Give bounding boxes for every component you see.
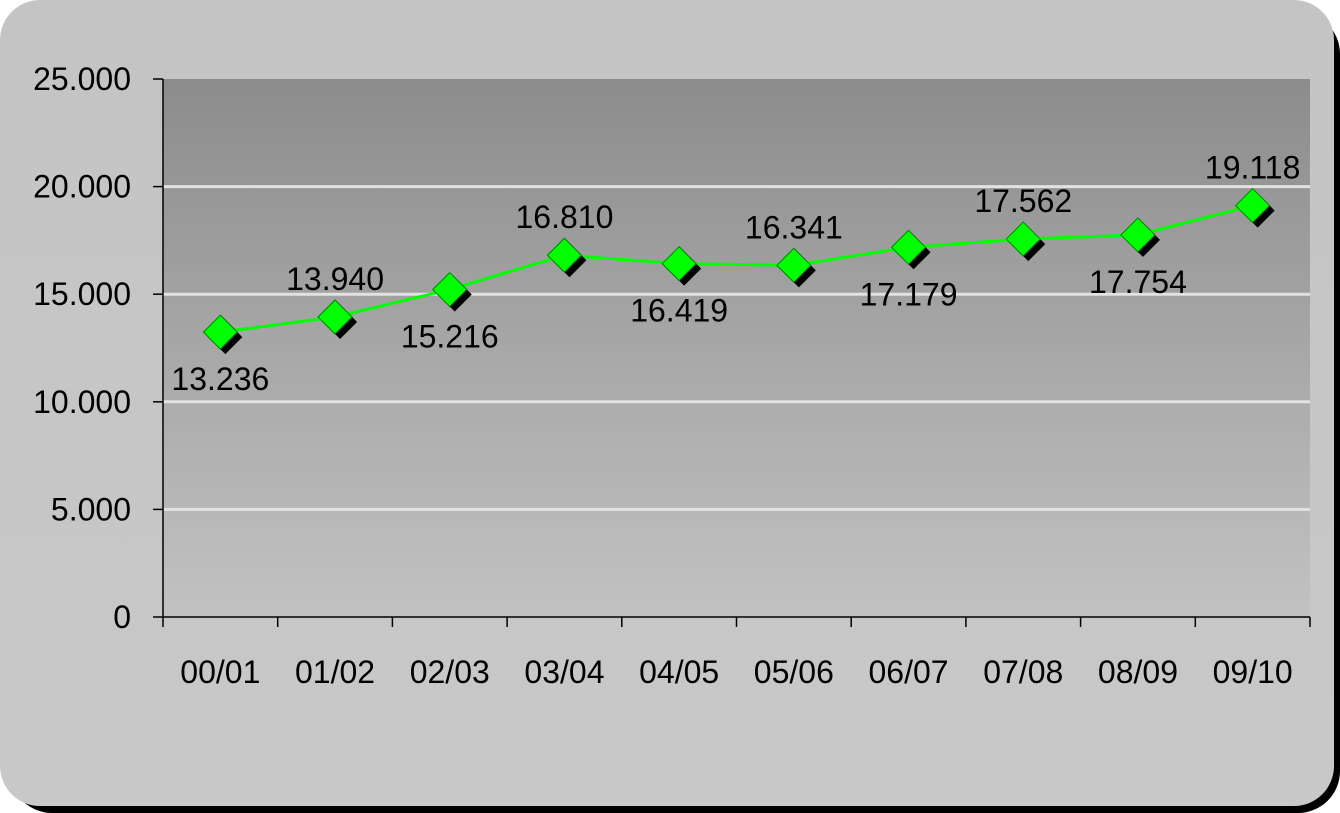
data-point [546, 237, 587, 278]
diamond-marker [432, 271, 468, 308]
x-tick-label: 02/03 [410, 654, 490, 690]
data-labels: 13.236 13.940 15.216 16.810 16.419 16.341 17.1… [171, 150, 1300, 398]
data-label: 16.341 [745, 209, 843, 245]
diamond-marker [202, 314, 239, 350]
x-tick-label: 07/08 [983, 654, 1063, 690]
y-tick-label: 10.000 [33, 384, 131, 420]
y-tick-label: 5.000 [51, 491, 131, 527]
x-tick-label: 09/10 [1213, 654, 1293, 690]
plot-area [163, 79, 1310, 617]
data-point [317, 299, 358, 340]
data-markers [202, 187, 1275, 355]
data-label: 19.118 [1205, 150, 1301, 186]
data-label: 13.940 [286, 261, 384, 297]
y-tick-label: 25.000 [33, 61, 131, 97]
diamond-marker [1234, 187, 1271, 224]
y-tick-label: 0 [113, 599, 131, 635]
data-point [1234, 187, 1275, 228]
x-tick-label: 06/07 [869, 654, 949, 690]
diamond-marker [776, 247, 812, 284]
data-label: 15.216 [401, 319, 499, 355]
diamond-marker [317, 299, 353, 335]
x-tick-label: 08/09 [1098, 654, 1178, 690]
data-point [661, 245, 702, 286]
data-label: 16.810 [516, 199, 614, 235]
axes [153, 78, 1311, 627]
diamond-marker [890, 229, 927, 266]
y-tick-label: 20.000 [33, 169, 131, 205]
data-point [1005, 221, 1046, 262]
data-label: 16.419 [630, 293, 728, 329]
x-tick-label: 03/04 [524, 654, 604, 690]
x-tick-label: 01/02 [295, 654, 375, 690]
y-axis-tick-labels: 0 5.000 10.000 15.000 20.000 25.000 [33, 61, 131, 635]
x-tick-label: 04/05 [639, 654, 719, 690]
gridlines [163, 185, 1310, 511]
data-point [1120, 217, 1160, 257]
diamond-marker [546, 237, 583, 273]
x-tick-label: 05/06 [754, 654, 834, 690]
data-point [432, 271, 472, 312]
x-axis-tick-labels: 00/01 01/02 02/03 03/04 04/05 05/06 06/07 07/08… [180, 654, 1292, 690]
data-label: 17.562 [974, 183, 1072, 219]
data-point [776, 247, 816, 288]
diamond-marker [1005, 221, 1041, 257]
data-label: 17.179 [860, 276, 958, 312]
data-point [202, 314, 243, 355]
x-tick-label: 00/01 [180, 654, 260, 690]
data-label: 17.754 [1089, 264, 1187, 300]
data-label: 13.236 [171, 361, 269, 397]
data-point [890, 229, 931, 270]
y-tick-label: 15.000 [33, 276, 131, 312]
diamond-marker [661, 245, 697, 282]
diamond-marker [1120, 217, 1156, 253]
series-line-0 [220, 204, 1254, 334]
series-line [220, 204, 1254, 334]
